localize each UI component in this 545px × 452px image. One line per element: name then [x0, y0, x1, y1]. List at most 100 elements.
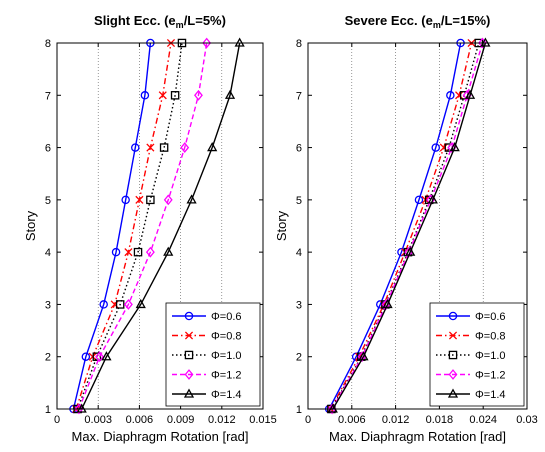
data-point [184, 350, 194, 360]
series-line [328, 42, 462, 410]
legend-entry: Φ=1.4 [436, 388, 506, 401]
data-point [115, 300, 125, 309]
legend-entry: Φ=1.2 [436, 369, 506, 382]
data-point [202, 37, 212, 49]
legend-box [165, 302, 261, 407]
data-point [163, 246, 174, 256]
x-tick-label: 0.006 [338, 414, 366, 426]
data-point [76, 403, 87, 413]
y-tick-label: 3 [296, 299, 302, 311]
legend-label: Φ=0.8 [475, 331, 506, 343]
y-tick-label: 4 [296, 247, 302, 259]
series-line [330, 42, 473, 410]
x-tick-label: 0.009 [167, 414, 195, 426]
data-point [74, 403, 84, 415]
chart-slight-eccentricity: 0 0.003 0.006 0.009 0.012 0.015 1 2 3 4 … [23, 13, 277, 444]
legend-entry: Φ=0.8 [172, 331, 242, 343]
title-part: Slight Ecc. (e [94, 13, 176, 28]
legend-entry: Φ=0.6 [436, 311, 506, 323]
data-point [382, 298, 393, 309]
series-line [75, 42, 172, 410]
y-axis-label: Story [23, 210, 38, 241]
data-point [124, 248, 133, 257]
title-part: /L=5%) [184, 13, 226, 28]
data-point [455, 91, 464, 100]
series-line [330, 42, 480, 410]
legend-label: Φ=1.0 [475, 350, 506, 362]
data-point [447, 388, 459, 398]
data-point [186, 194, 197, 204]
grid-lines [351, 43, 484, 409]
legend-label: Φ=0.6 [211, 311, 242, 323]
title-subscript: m [176, 20, 184, 30]
chart-title: Severe Ecc. (em/L=15%) [345, 13, 491, 30]
x-tick-labels: 0 0.006 0.012 0.018 0.024 0.03 [305, 414, 538, 426]
series-line [72, 42, 152, 410]
legend-marker [448, 311, 458, 321]
data-point [180, 142, 190, 153]
data-point [448, 350, 458, 360]
x-tick-label: 0 [305, 414, 311, 426]
data-point [448, 311, 458, 321]
y-tick-labels: 1 2 3 4 5 6 7 8 [296, 38, 302, 416]
tick-marks [307, 42, 528, 410]
legend-entry: Φ=1.0 [172, 350, 242, 362]
legend-entry: Φ=0.8 [436, 331, 506, 343]
data-point [135, 195, 144, 204]
y-tick-label: 1 [296, 404, 302, 416]
title-part: /L=15%) [441, 13, 491, 28]
x-tick-label: 0.015 [249, 414, 277, 426]
legend-label: Φ=1.2 [475, 370, 506, 382]
data-point [464, 89, 476, 99]
data-point [448, 369, 458, 380]
series-line [81, 42, 241, 410]
x-tick-label: 0.018 [426, 414, 454, 426]
y-axis-label: Story [274, 210, 289, 241]
tick-marks [56, 42, 264, 410]
series-group [324, 37, 491, 415]
series [76, 37, 245, 413]
data-point [145, 246, 155, 258]
legend-label: Φ=0.8 [211, 331, 242, 343]
data-point [446, 91, 455, 100]
x-tick-label: 0.012 [382, 414, 410, 426]
legend: Φ=0.6 Φ=0.8 Φ=1.0 Φ=1.2 Φ=1.4 [165, 302, 261, 407]
legend-marker [448, 369, 458, 380]
legend-box [429, 302, 525, 407]
series-line [76, 42, 183, 410]
y-tick-label: 5 [296, 195, 302, 207]
plot-frame [56, 42, 264, 410]
legend-label: Φ=1.4 [475, 389, 506, 401]
series-group [69, 37, 245, 415]
x-tick-label: 0.024 [469, 414, 497, 426]
data-point [431, 143, 440, 152]
data-point [184, 311, 194, 321]
data-point [462, 89, 472, 101]
data-point [184, 369, 194, 380]
data-point [224, 89, 236, 99]
data-point [101, 351, 112, 361]
y-tick-label: 2 [45, 352, 51, 364]
data-point [234, 37, 245, 47]
data-point [327, 403, 338, 413]
data-point [135, 298, 146, 309]
series-line [331, 42, 484, 410]
chart-severe-eccentricity: 0 0.006 0.012 0.018 0.024 0.03 1 2 3 4 5… [274, 13, 538, 444]
series [327, 37, 491, 413]
plot-frame [307, 42, 528, 410]
x-tick-label: 0 [54, 414, 60, 426]
y-tick-label: 1 [45, 404, 51, 416]
y-tick-label: 4 [45, 247, 51, 259]
series-line [78, 42, 208, 410]
data-point [358, 351, 369, 361]
series [69, 38, 155, 414]
data-point [123, 299, 133, 310]
legend-marker [184, 331, 194, 340]
legend-entry: Φ=1.2 [172, 369, 242, 382]
data-point [92, 352, 102, 361]
x-tick-label: 0.006 [126, 414, 154, 426]
data-point [447, 142, 457, 153]
x-tick-label: 0.003 [84, 414, 112, 426]
data-point [448, 331, 458, 340]
